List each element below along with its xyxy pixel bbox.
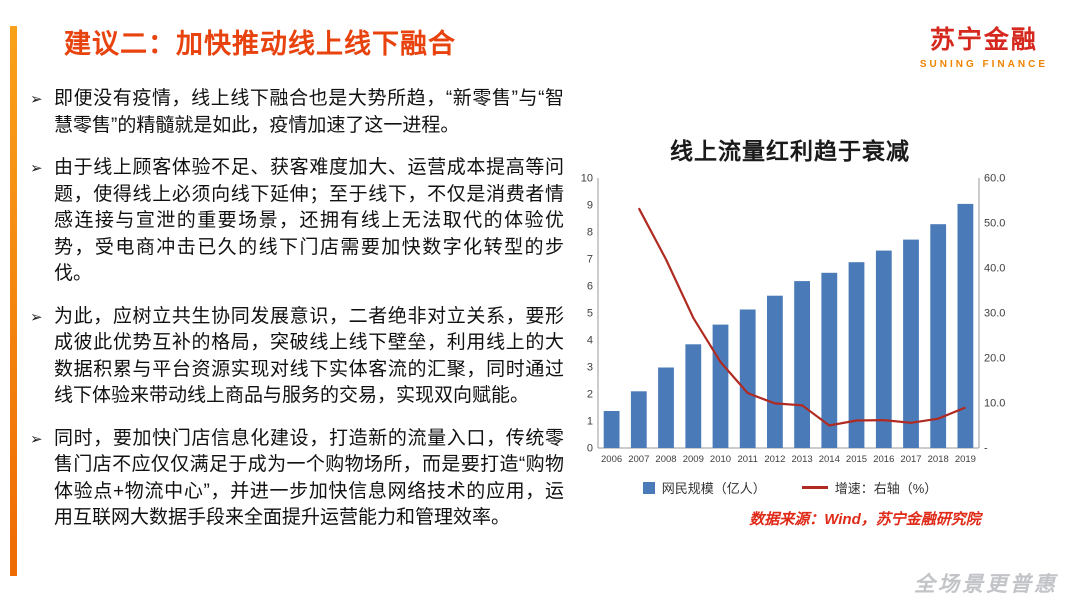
svg-text:2: 2 <box>587 389 593 401</box>
svg-text:20.0: 20.0 <box>984 353 1005 365</box>
svg-text:10: 10 <box>581 173 593 185</box>
arrow-bullet-icon: ➢ <box>30 430 43 448</box>
svg-text:6: 6 <box>587 281 593 293</box>
bullet-item-1: ➢ 即便没有疫情，线上线下融合也是大势所趋，“新零售”与“智慧零售”的精髓就是如… <box>30 86 564 139</box>
bullet-list: ➢ 即便没有疫情，线上线下融合也是大势所趋，“新零售”与“智慧零售”的精髓就是如… <box>30 86 564 548</box>
line-series-swatch-icon <box>801 486 828 489</box>
bullet-item-3: ➢ 为此，应树立共生协同发展意识，二者绝非对立关系，要形成彼此优势互补的格局，突… <box>30 304 564 410</box>
svg-text:9: 9 <box>587 200 593 212</box>
svg-text:5: 5 <box>587 308 593 320</box>
logo-english-text: SUNING FINANCE <box>919 59 1048 70</box>
footer-watermark: 全场景更普惠 <box>914 573 1058 596</box>
svg-text:2014: 2014 <box>819 454 840 465</box>
arrow-bullet-icon: ➢ <box>30 160 43 177</box>
suning-finance-logo: 苏宁金融 SUNING FINANCE <box>920 20 1048 70</box>
svg-text:2010: 2010 <box>710 454 731 465</box>
left-accent-bar <box>10 26 17 576</box>
svg-text:50.0: 50.0 <box>984 218 1005 230</box>
svg-text:0: 0 <box>587 443 593 455</box>
svg-text:2009: 2009 <box>683 454 704 465</box>
legend-line-label: 增速：右轴（%） <box>834 481 938 496</box>
svg-text:2011: 2011 <box>737 454 757 465</box>
svg-text:2007: 2007 <box>628 454 649 465</box>
svg-text:7: 7 <box>587 254 593 266</box>
svg-text:8: 8 <box>587 227 593 239</box>
svg-text:2016: 2016 <box>873 454 894 465</box>
bar-series-swatch-icon <box>642 481 655 494</box>
logo-chinese-text: 苏宁金融 <box>929 26 1038 54</box>
svg-text:2008: 2008 <box>655 454 676 465</box>
netizen-growth-chart: 0 1 2 3 4 5 6 7 8 9 10 - 10.0 20.0 30.0 40.0 50.0 60.0 200… <box>581 173 1006 466</box>
svg-text:10.0: 10.0 <box>984 398 1005 410</box>
svg-text:3: 3 <box>587 362 593 374</box>
svg-text:-: - <box>984 443 988 455</box>
svg-text:40.0: 40.0 <box>984 263 1005 275</box>
bullet-item-2: ➢ 由于线上顾客体验不足、获客难度加大、运营成本提高等问题，使得线上必须向线下延… <box>30 155 564 288</box>
svg-text:2013: 2013 <box>792 454 813 465</box>
chart-legend: 网民规模（亿人） 增速：右轴（%） <box>570 478 1010 497</box>
bullet-text-3: 为此，应树立共生协同发展意识，二者绝非对立关系，要形成彼此优势互补的格局，突破线… <box>54 305 564 407</box>
svg-text:60.0: 60.0 <box>984 173 1005 185</box>
page-title: 建议二：加快推动线上线下融合 <box>64 29 456 59</box>
svg-text:4: 4 <box>587 335 593 347</box>
bullet-text-2: 由于线上顾客体验不足、获客难度加大、运营成本提高等问题，使得线上必须向线下延伸；… <box>54 157 564 284</box>
arrow-bullet-icon: ➢ <box>30 91 43 108</box>
bullet-text-1: 即便没有疫情，线上线下融合也是大势所趋，“新零售”与“智慧零售”的精髓就是如此，… <box>54 88 564 136</box>
svg-text:2015: 2015 <box>846 454 867 465</box>
svg-text:1: 1 <box>587 416 593 428</box>
legend-item-line: 增速：右轴（%） <box>801 478 938 497</box>
legend-bar-label: 网民规模（亿人） <box>661 481 766 496</box>
svg-text:2018: 2018 <box>928 454 949 465</box>
bullet-text-4: 同时，要加快门店信息化建设，打造新的流量入口，传统零售门店不应仅仅满足于成为一个… <box>54 427 564 529</box>
svg-text:2019: 2019 <box>955 454 976 465</box>
chart-title: 线上流量红利趋于衰减 <box>670 138 910 164</box>
arrow-bullet-icon: ➢ <box>30 308 43 326</box>
legend-item-bar: 网民规模（亿人） <box>642 478 766 497</box>
data-source-note: 数据来源：Wind，苏宁金融研究院 <box>749 511 981 528</box>
bullet-item-4: ➢ 同时，要加快门店信息化建设，打造新的流量入口，传统零售门店不应仅仅满足于成为… <box>30 426 564 532</box>
svg-text:2012: 2012 <box>764 454 785 465</box>
svg-text:2006: 2006 <box>601 454 622 465</box>
svg-text:30.0: 30.0 <box>984 308 1005 320</box>
svg-text:2017: 2017 <box>900 454 921 465</box>
